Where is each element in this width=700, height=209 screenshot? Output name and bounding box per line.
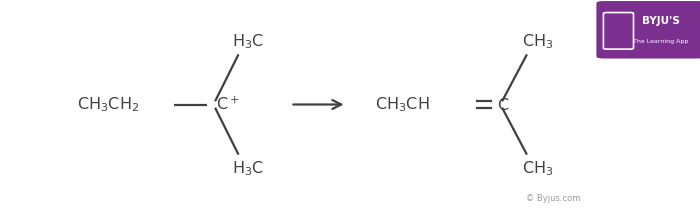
Text: $\mathdefault{CH_3}$: $\mathdefault{CH_3}$ bbox=[522, 159, 553, 178]
Text: $\mathdefault{CH_3CH_2}$: $\mathdefault{CH_3CH_2}$ bbox=[78, 95, 139, 114]
Text: $\mathdefault{C^+}$: $\mathdefault{C^+}$ bbox=[216, 96, 239, 113]
Text: $\mathdefault{C}$: $\mathdefault{C}$ bbox=[497, 97, 510, 112]
FancyBboxPatch shape bbox=[603, 13, 634, 49]
Text: $\mathdefault{H_3C}$: $\mathdefault{H_3C}$ bbox=[232, 159, 264, 178]
Text: $\mathdefault{CH_3}$: $\mathdefault{CH_3}$ bbox=[522, 32, 553, 51]
Text: The Learning App: The Learning App bbox=[633, 39, 689, 44]
Text: $\mathdefault{H_3C}$: $\mathdefault{H_3C}$ bbox=[232, 32, 264, 51]
Text: BYJU'S: BYJU'S bbox=[642, 16, 680, 26]
Text: © Byjus.com: © Byjus.com bbox=[526, 194, 580, 203]
FancyBboxPatch shape bbox=[596, 1, 700, 59]
Text: $\mathdefault{CH_3CH}$: $\mathdefault{CH_3CH}$ bbox=[375, 95, 430, 114]
